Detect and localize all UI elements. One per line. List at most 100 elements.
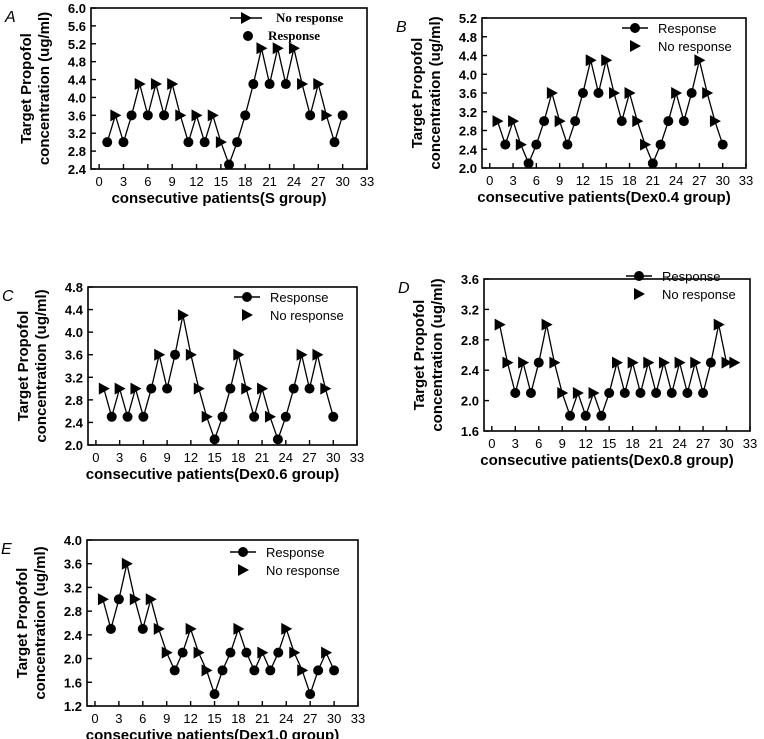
data-point-response (562, 139, 573, 150)
data-point-no-response (702, 87, 714, 99)
data-point-response (500, 139, 511, 150)
y-tick-label: 2.4 (459, 142, 478, 157)
x-tick-label: 0 (486, 173, 493, 188)
y-tick-label: 2.4 (461, 363, 480, 378)
series-line (496, 60, 724, 165)
legend-label-no-response: No response (276, 10, 344, 25)
data-point-response (678, 116, 689, 127)
y-axis-label-line1: Target Propofol (411, 300, 428, 411)
data-point-no-response (541, 318, 553, 331)
y-tick-label: 3.6 (64, 557, 82, 572)
x-tick-label: 6 (533, 173, 540, 188)
y-tick-label: 2.0 (459, 161, 477, 176)
data-point-no-response (264, 410, 276, 423)
y-tick-label: 4.0 (459, 67, 477, 82)
data-point-no-response (694, 54, 706, 67)
legend: No response Response (230, 10, 344, 43)
x-tick-label: 3 (115, 711, 122, 726)
data-point-response (666, 388, 677, 398)
data-point-no-response (207, 109, 219, 122)
x-tick-label: 15 (214, 174, 228, 189)
legend: Response No response (622, 21, 732, 54)
y-axis-label-line2: concentration (ug/ml) (33, 289, 50, 442)
x-tick-label: 33 (351, 711, 365, 726)
x-tick-label: 33 (350, 450, 364, 465)
data-point-response (337, 110, 348, 121)
data-point-response (126, 110, 137, 121)
y-tick-label: 2.8 (64, 604, 82, 619)
y-tick-label: 4.4 (459, 49, 478, 64)
data-point-no-response (557, 387, 569, 399)
data-point-no-response (215, 136, 227, 149)
y-tick-label: 3.2 (461, 302, 479, 317)
data-point-no-response (312, 348, 324, 361)
data-point-no-response (185, 348, 197, 361)
data-point-response (249, 411, 260, 422)
data-point-no-response (256, 42, 268, 55)
series-line (498, 324, 735, 418)
data-point-no-response (321, 646, 333, 659)
x-tick-label: 9 (164, 450, 171, 465)
data-point-response (619, 388, 630, 398)
data-point-response (523, 158, 534, 169)
legend-marker-response (243, 31, 253, 41)
chart-panel-a: A 2.4 2.8 3.2 3.6 4.0 4.4 4.8 5.2 5.6 6.0 0 3 6 9 12 15 1… (4, 1, 374, 207)
data-point-no-response (690, 356, 702, 369)
data-point-no-response (288, 42, 300, 55)
data-point-no-response (193, 382, 205, 395)
data-point-response (539, 116, 550, 127)
x-tick-label: 18 (622, 173, 636, 188)
data-point-response (525, 388, 536, 398)
x-tick-label: 15 (602, 436, 616, 451)
y-tick-label: 3.2 (459, 105, 477, 120)
y-tick-label: 1.6 (64, 675, 82, 690)
y-tick-label: 5.6 (68, 19, 86, 34)
x-tick-label: 0 (488, 436, 495, 451)
data-point-no-response (121, 557, 133, 570)
x-tick-label: 24 (669, 173, 683, 188)
data-point-no-response (297, 664, 309, 677)
chart-panel-c: C 2.0 2.4 2.8 3.2 3.6 4.0 4.4 4.8 0 3 6 9 12 15 18 21 24 2… (2, 280, 364, 483)
panel-label: A (4, 9, 16, 26)
y-tick-label: 2.0 (461, 394, 479, 409)
y-tick-label: 6.0 (68, 1, 86, 16)
data-point-response (604, 388, 615, 398)
plot-frame (86, 539, 359, 707)
y-tick-label: 2.8 (459, 124, 477, 139)
data-point-response (329, 137, 340, 148)
data-point-response (159, 110, 170, 121)
data-point-no-response (98, 382, 110, 395)
data-point-no-response (110, 109, 122, 122)
y-tick-label: 3.2 (65, 370, 83, 385)
x-tick-label: 30 (326, 450, 340, 465)
series-line (103, 315, 334, 442)
data-point-no-response (201, 410, 213, 423)
x-tick-label: 21 (649, 436, 663, 451)
legend-label-response: Response (266, 545, 325, 560)
x-axis-label: consecutive patients(S group) (111, 190, 326, 207)
data-point-response (510, 388, 521, 398)
data-point-no-response (494, 318, 506, 331)
y-axis-label-line2: concentration (ug/ml) (429, 278, 446, 431)
data-point-no-response (549, 356, 561, 369)
data-point-no-response (161, 646, 173, 659)
data-point-no-response (193, 646, 205, 659)
y-axis-label-line1: Target Propofol (18, 33, 35, 144)
legend-marker-no-response (630, 40, 641, 52)
x-tick-label: 33 (739, 173, 753, 188)
data-point-response (577, 88, 588, 98)
x-tick-label: 0 (96, 174, 103, 189)
data-point-no-response (281, 622, 293, 635)
y-tick-label: 3.6 (65, 348, 83, 363)
y-axis-label-line2: concentration (ug/ml) (32, 546, 49, 699)
data-point-no-response (233, 622, 245, 635)
x-tick-label: 21 (255, 450, 269, 465)
x-tick-label: 3 (116, 450, 123, 465)
panel-label: D (398, 280, 410, 297)
x-tick-label: 18 (238, 174, 252, 189)
data-point-response (686, 88, 697, 98)
series-line (106, 48, 344, 167)
data-point-response (162, 383, 173, 394)
data-point-no-response (585, 54, 597, 67)
data-point-no-response (154, 348, 166, 361)
